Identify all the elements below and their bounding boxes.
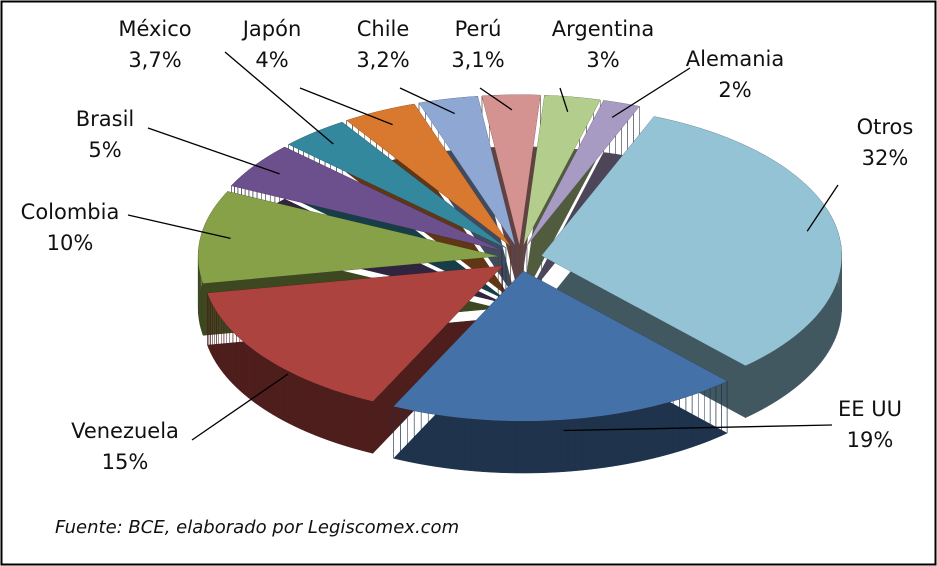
slice-label: Alemania (686, 47, 784, 71)
slice (198, 191, 499, 284)
value-label: 3,1% (451, 48, 504, 72)
slice-label: Otros (857, 115, 914, 139)
slice (346, 104, 511, 247)
slice-label: México (118, 17, 191, 41)
slice (418, 96, 516, 246)
slice-label: Chile (357, 17, 410, 41)
slice-label: Colombia (21, 200, 120, 224)
slice-label: EE UU (838, 397, 902, 421)
leader-line (399, 87, 455, 115)
slice-label: Argentina (552, 17, 654, 41)
leader-line (559, 87, 569, 112)
value-label: 3,2% (356, 48, 409, 72)
slice (482, 94, 541, 245)
leader-line (191, 373, 289, 441)
slice (231, 147, 502, 251)
leader-line (479, 87, 513, 111)
value-label: 19% (847, 428, 894, 452)
value-label: 5% (88, 138, 121, 162)
source-note: Fuente: BCE, elaborado por Legiscomex.co… (55, 517, 459, 538)
slice (523, 95, 601, 245)
value-label: 2% (718, 78, 751, 102)
slice (526, 100, 640, 246)
leader-line (147, 127, 280, 175)
slice (207, 266, 503, 402)
slice (393, 271, 728, 422)
leader-line (127, 214, 231, 240)
leader-line (299, 87, 393, 126)
slice (288, 122, 506, 248)
value-label: 4% (255, 48, 288, 72)
value-label: 10% (47, 231, 94, 255)
leader-line (611, 67, 691, 118)
slice-label: Venezuela (71, 419, 179, 443)
value-label: 3,7% (128, 48, 181, 72)
leader-line (224, 51, 334, 145)
pie (197, 94, 842, 474)
slice-label: Perú (455, 17, 502, 41)
value-label: 32% (862, 146, 909, 170)
value-label: 15% (102, 450, 149, 474)
leader-line (806, 184, 839, 232)
slice (541, 116, 842, 366)
leader-line (563, 424, 833, 432)
slice-label: Japón (241, 17, 302, 41)
value-label: 3% (586, 48, 619, 72)
slice-label: Brasil (76, 107, 135, 131)
